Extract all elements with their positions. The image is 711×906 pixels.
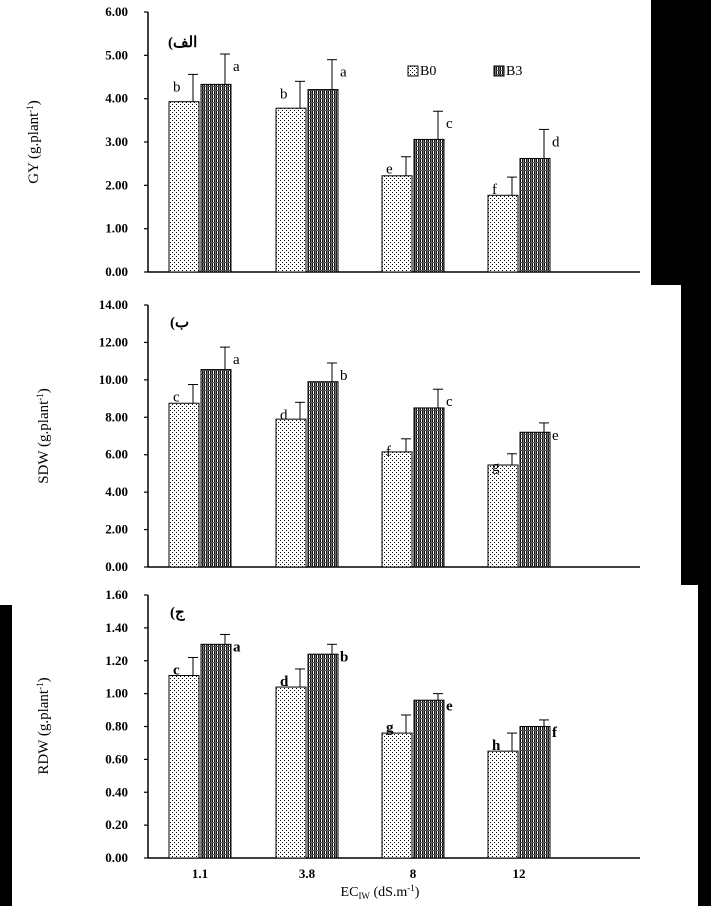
y-tick-label: 1.00	[105, 686, 128, 701]
y-tick-label: 3.00	[105, 134, 128, 149]
y-tick-label: 4.00	[105, 91, 128, 106]
significance-letter: b	[173, 79, 181, 95]
bar-b0	[168, 402, 200, 568]
bar-b3	[307, 381, 339, 568]
significance-letter: c	[173, 662, 180, 678]
y-tick-label: 0.40	[105, 784, 128, 799]
y-axis-title: SDW (g.plant-1)	[35, 388, 52, 484]
significance-letter: e	[386, 162, 393, 178]
y-tick-label: 5.00	[105, 47, 128, 62]
bar-b3	[200, 369, 232, 568]
significance-letter: d	[280, 407, 288, 423]
y-tick-label: 0.00	[105, 264, 128, 279]
panel-0: 0.00 1.00 2.00 3.00 4.00 5.00 6.00 GY (g.plant-…	[25, 4, 640, 279]
panel-label: (الف	[168, 35, 197, 51]
bar-b0	[168, 101, 200, 273]
y-tick-label: 1.60	[105, 587, 128, 602]
significance-letter: e	[552, 428, 559, 444]
legend-swatch-b3	[493, 65, 505, 77]
bar-b0	[275, 686, 307, 859]
bar-b0	[487, 464, 519, 568]
panel-label: (ج	[170, 605, 185, 621]
panel-b-background	[0, 285, 681, 605]
y-tick-label: 6.00	[105, 447, 128, 462]
significance-letter: b	[280, 86, 288, 102]
bar-b3	[307, 653, 339, 859]
bar-b3	[200, 83, 232, 273]
panel-label: (ب	[170, 315, 189, 331]
bar-b0	[275, 107, 307, 273]
legend-label-b3: B3	[506, 64, 522, 79]
x-tick-label: 8	[410, 866, 417, 881]
significance-letter: f	[492, 182, 497, 198]
y-tick-label: 12.00	[99, 334, 128, 349]
significance-letter: a	[233, 639, 241, 655]
bar-b0	[381, 175, 413, 273]
significance-letter: b	[340, 649, 348, 665]
y-tick-label: 1.00	[105, 221, 128, 236]
significance-letter: d	[280, 674, 289, 690]
bar-b3	[200, 643, 232, 859]
legend: B0 B3	[407, 64, 522, 79]
significance-letter: g	[386, 720, 394, 736]
bar-b3	[519, 431, 551, 568]
bar-b3	[519, 157, 551, 273]
significance-letter: c	[173, 390, 180, 406]
y-tick-label: 1.40	[105, 620, 128, 635]
x-tick-label: 1.1	[192, 866, 208, 881]
bar-b0	[168, 675, 200, 859]
significance-letter: g	[492, 459, 500, 475]
y-tick-label: 0.80	[105, 719, 128, 734]
bar-b0	[487, 750, 519, 859]
bar-b0	[487, 194, 519, 273]
significance-letter: a	[233, 352, 240, 368]
significance-letter: f	[552, 725, 558, 741]
panel-1: 0.00 2.00 4.00 6.00 8.00 10.00 12.00 14.00 SDW (…	[35, 297, 640, 574]
bar-b0	[381, 732, 413, 859]
bar-b3	[307, 89, 339, 273]
panel-c-background	[12, 585, 698, 906]
legend-swatch-b0	[407, 65, 419, 77]
bar-b3	[413, 699, 445, 859]
significance-letter: e	[446, 699, 453, 715]
significance-letter: a	[233, 59, 240, 75]
y-axis-title: RDW (g.plant-1)	[35, 677, 52, 774]
y-tick-label: 4.00	[105, 484, 128, 499]
significance-letter: c	[446, 116, 453, 132]
significance-letter: b	[340, 368, 348, 384]
x-tick-label: 12	[513, 866, 526, 881]
bar-b3	[413, 407, 445, 568]
legend-label-b0: B0	[420, 64, 436, 79]
y-axis-title: GY (g.plant-1)	[25, 100, 42, 184]
significance-letter: h	[492, 738, 501, 754]
significance-letter: f	[386, 444, 391, 460]
y-tick-label: 0.00	[105, 850, 128, 865]
y-tick-label: 10.00	[99, 372, 128, 387]
y-tick-label: 2.00	[105, 177, 128, 192]
y-tick-label: 0.00	[105, 559, 128, 574]
panel-2: 0.00 0.20 0.40 0.60 0.80 1.00 1.20 1.40 1.60 RDW …	[35, 587, 640, 881]
x-tick-label: 3.8	[299, 866, 316, 881]
bar-b3	[519, 726, 551, 859]
y-tick-label: 0.60	[105, 751, 128, 766]
y-tick-label: 1.20	[105, 653, 128, 668]
y-tick-label: 6.00	[105, 4, 128, 19]
bar-b3	[413, 138, 445, 273]
bar-b0	[275, 418, 307, 568]
bar-b0	[381, 451, 413, 568]
significance-letter: a	[340, 65, 347, 81]
y-tick-label: 14.00	[99, 297, 128, 312]
x-axis-title: ECIW (dS.m-1)	[341, 883, 420, 901]
y-tick-label: 8.00	[105, 409, 128, 424]
significance-letter: d	[552, 134, 560, 150]
significance-letter: c	[446, 394, 453, 410]
y-tick-label: 0.20	[105, 817, 128, 832]
y-tick-label: 2.00	[105, 522, 128, 537]
